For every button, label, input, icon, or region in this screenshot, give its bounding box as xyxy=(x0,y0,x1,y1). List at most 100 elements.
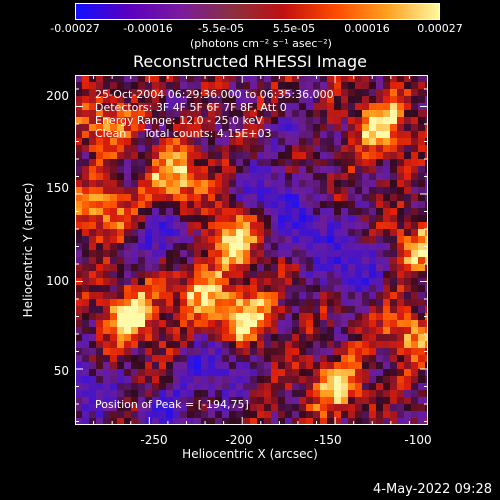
image-pixel xyxy=(82,229,90,237)
image-pixel xyxy=(257,180,265,188)
image-pixel xyxy=(320,271,328,279)
image-pixel xyxy=(362,348,370,356)
image-pixel xyxy=(334,292,342,300)
image-pixel xyxy=(180,82,188,90)
image-pixel xyxy=(306,187,314,195)
image-pixel xyxy=(397,110,405,118)
image-pixel xyxy=(82,194,90,202)
image-pixel xyxy=(376,306,384,314)
image-pixel xyxy=(208,138,216,146)
image-pixel xyxy=(173,299,181,307)
image-pixel xyxy=(222,208,230,216)
image-pixel xyxy=(278,222,286,230)
image-pixel xyxy=(82,306,90,314)
image-pixel xyxy=(166,187,174,195)
image-pixel xyxy=(334,152,342,160)
image-pixel xyxy=(376,404,384,412)
image-pixel xyxy=(159,264,167,272)
image-pixel xyxy=(404,194,412,202)
image-pixel xyxy=(355,96,363,104)
image-pixel xyxy=(271,285,279,293)
image-pixel xyxy=(313,208,321,216)
image-pixel xyxy=(194,131,202,139)
image-pixel xyxy=(327,145,335,153)
peak-position: Position of Peak = [-194,75] xyxy=(95,398,249,411)
image-pixel xyxy=(292,264,300,272)
image-pixel xyxy=(257,320,265,328)
image-pixel xyxy=(264,264,272,272)
image-pixel xyxy=(299,292,307,300)
image-pixel xyxy=(362,159,370,167)
image-pixel xyxy=(320,264,328,272)
image-pixel xyxy=(166,327,174,335)
image-pixel xyxy=(278,348,286,356)
image-pixel xyxy=(194,320,202,328)
image-pixel xyxy=(334,159,342,167)
image-pixel xyxy=(75,89,83,97)
image-pixel xyxy=(327,229,335,237)
image-pixel xyxy=(229,166,237,174)
image-pixel xyxy=(369,411,377,419)
image-pixel xyxy=(306,334,314,342)
image-pixel xyxy=(299,341,307,349)
image-pixel xyxy=(257,89,265,97)
image-pixel xyxy=(418,418,426,426)
image-pixel xyxy=(117,404,125,412)
image-pixel xyxy=(264,313,272,321)
image-pixel xyxy=(131,138,139,146)
image-pixel xyxy=(166,369,174,377)
image-pixel xyxy=(418,411,426,419)
image-pixel xyxy=(82,96,90,104)
image-pixel xyxy=(236,257,244,265)
image-pixel xyxy=(117,229,125,237)
image-pixel xyxy=(355,369,363,377)
image-pixel xyxy=(411,215,419,223)
image-pixel xyxy=(334,138,342,146)
image-pixel xyxy=(299,82,307,90)
image-pixel xyxy=(390,285,398,293)
image-pixel xyxy=(390,383,398,391)
image-pixel xyxy=(348,376,356,384)
image-pixel xyxy=(376,313,384,321)
image-pixel xyxy=(299,243,307,251)
image-pixel xyxy=(383,201,391,209)
image-pixel xyxy=(299,264,307,272)
image-pixel xyxy=(96,159,104,167)
image-pixel xyxy=(110,173,118,181)
image-pixel xyxy=(243,285,251,293)
image-pixel xyxy=(124,138,132,146)
image-pixel xyxy=(215,187,223,195)
image-pixel xyxy=(96,418,104,426)
image-pixel xyxy=(243,236,251,244)
image-pixel xyxy=(229,110,237,118)
image-pixel xyxy=(103,341,111,349)
image-pixel xyxy=(376,215,384,223)
image-pixel xyxy=(82,82,90,90)
image-pixel xyxy=(215,278,223,286)
image-pixel xyxy=(117,243,125,251)
image-pixel xyxy=(404,138,412,146)
image-pixel xyxy=(89,292,97,300)
image-pixel xyxy=(222,243,230,251)
image-pixel xyxy=(327,320,335,328)
image-pixel xyxy=(327,348,335,356)
image-pixel xyxy=(152,110,160,118)
image-pixel xyxy=(250,124,258,132)
image-pixel xyxy=(383,187,391,195)
image-pixel xyxy=(180,334,188,342)
image-pixel xyxy=(376,110,384,118)
image-pixel xyxy=(411,152,419,160)
image-pixel xyxy=(257,411,265,419)
image-pixel xyxy=(250,404,258,412)
image-pixel xyxy=(138,75,146,83)
image-pixel xyxy=(306,299,314,307)
image-pixel xyxy=(299,215,307,223)
image-pixel xyxy=(201,201,209,209)
image-pixel xyxy=(397,173,405,181)
image-pixel xyxy=(362,299,370,307)
image-pixel xyxy=(362,250,370,258)
image-pixel xyxy=(355,250,363,258)
image-pixel xyxy=(264,89,272,97)
image-pixel xyxy=(306,103,314,111)
image-pixel xyxy=(369,201,377,209)
